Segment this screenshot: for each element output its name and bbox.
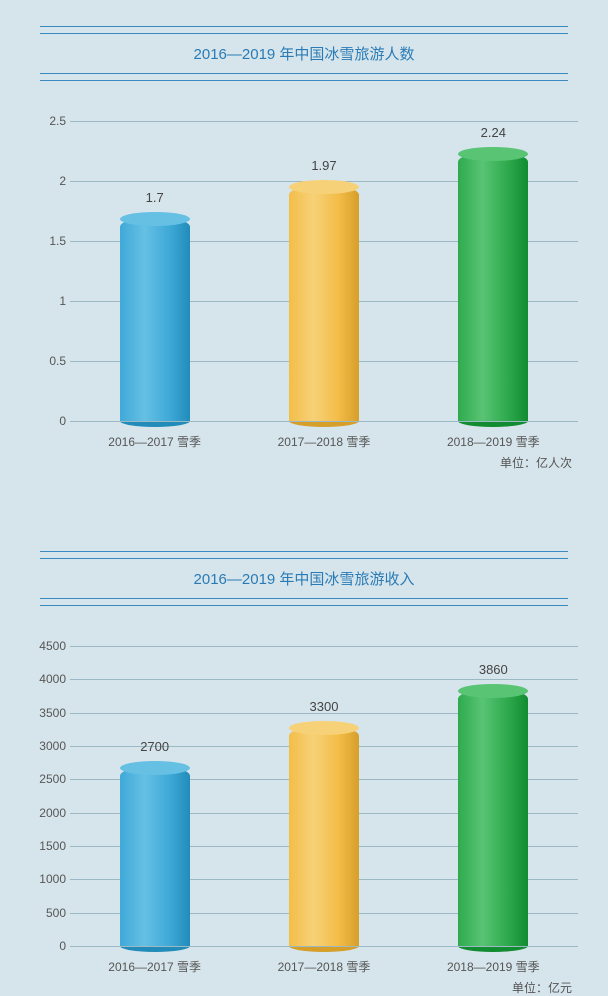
y-tick-label: 500 — [46, 906, 66, 920]
x-tick-label: 2016—2017 雪季 — [108, 958, 201, 975]
y-tick-label: 1000 — [39, 872, 66, 886]
unit-label: 单位：亿元 — [30, 979, 578, 996]
y-tick-label: 3500 — [39, 706, 66, 720]
title-rule-top — [40, 26, 568, 27]
bar-value-label: 2700 — [140, 739, 169, 754]
x-tick-label: 2017—2018 雪季 — [278, 433, 371, 450]
y-tick-label: 2000 — [39, 806, 66, 820]
y-tick-label: 0 — [59, 414, 66, 428]
y-tick-label: 1500 — [39, 839, 66, 853]
bar-value-label: 3300 — [310, 699, 339, 714]
chart-title-block: 2016—2019 年中国冰雪旅游人数 — [30, 26, 578, 81]
chart-tourists: 2016—2019 年中国冰雪旅游人数 0 0.5 1 1.5 2 2.5 1.7 1.97… — [30, 26, 578, 471]
bar-top-ellipse — [120, 761, 190, 775]
y-axis: 00.511.522.5 — [30, 121, 70, 421]
y-tick-label: 0.5 — [49, 354, 66, 368]
x-tick-label: 2018—2019 雪季 — [447, 958, 540, 975]
x-axis: 2016—2017 雪季 2017—2018 雪季 2018—2019 雪季 — [30, 433, 578, 450]
bar — [458, 152, 528, 421]
bar-slot: 3300 — [289, 646, 359, 946]
bar-value-label: 1.7 — [146, 190, 164, 205]
title-rule-bottom — [40, 605, 568, 606]
bar-value-label: 2.24 — [481, 125, 506, 140]
title-rule-bottom — [40, 80, 568, 81]
bar-value-label: 3860 — [479, 662, 508, 677]
bar-slot: 3860 — [458, 646, 528, 946]
gridline — [70, 946, 578, 947]
bar — [120, 766, 190, 946]
y-tick-label: 2500 — [39, 772, 66, 786]
bar-slot: 1.97 — [289, 121, 359, 421]
y-tick-label: 0 — [59, 939, 66, 953]
bars-container: 2700 3300 3860 — [70, 646, 578, 946]
unit-label: 单位：亿人次 — [30, 454, 578, 471]
title-rule-2 — [40, 33, 568, 34]
x-tick-label: 2016—2017 雪季 — [108, 433, 201, 450]
chart-title: 2016—2019 年中国冰雪旅游收入 — [40, 565, 568, 592]
bar-top-ellipse — [458, 147, 528, 161]
y-tick-label: 1.5 — [49, 234, 66, 248]
bars-container: 1.7 1.97 2.24 — [70, 121, 578, 421]
bar — [458, 689, 528, 946]
y-tick-label: 2 — [59, 174, 66, 188]
bar — [120, 217, 190, 421]
bar-slot: 2700 — [120, 646, 190, 946]
x-axis: 2016—2017 雪季 2017—2018 雪季 2018—2019 雪季 — [30, 958, 578, 975]
bar — [289, 185, 359, 421]
bar — [289, 726, 359, 946]
y-tick-label: 4000 — [39, 672, 66, 686]
x-tick-label: 2018—2019 雪季 — [447, 433, 540, 450]
bar-top-ellipse — [458, 684, 528, 698]
gridline — [70, 421, 578, 422]
bar-top-ellipse — [289, 180, 359, 194]
bar-top-ellipse — [120, 212, 190, 226]
bar-top-ellipse — [289, 721, 359, 735]
y-tick-label: 4500 — [39, 639, 66, 653]
y-tick-label: 3000 — [39, 739, 66, 753]
plot-area: 00.511.522.5 1.71.972.24 — [30, 121, 578, 421]
title-rule-top — [40, 551, 568, 552]
chart-revenue: 2016—2019 年中国冰雪旅游收入 0 500 1000 1500 2000 2500… — [30, 551, 578, 996]
y-tick-label: 2.5 — [49, 114, 66, 128]
title-rule-3 — [40, 73, 568, 74]
title-rule-3 — [40, 598, 568, 599]
bar-slot: 1.7 — [120, 121, 190, 421]
chart-title: 2016—2019 年中国冰雪旅游人数 — [40, 40, 568, 67]
y-axis: 050010001500200025003000350040004500 — [30, 646, 70, 946]
y-tick-label: 1 — [59, 294, 66, 308]
bar-slot: 2.24 — [458, 121, 528, 421]
chart-title-block: 2016—2019 年中国冰雪旅游收入 — [30, 551, 578, 606]
plot-area: 050010001500200025003000350040004500 270… — [30, 646, 578, 946]
x-tick-label: 2017—2018 雪季 — [278, 958, 371, 975]
bar-value-label: 1.97 — [311, 158, 336, 173]
title-rule-2 — [40, 558, 568, 559]
